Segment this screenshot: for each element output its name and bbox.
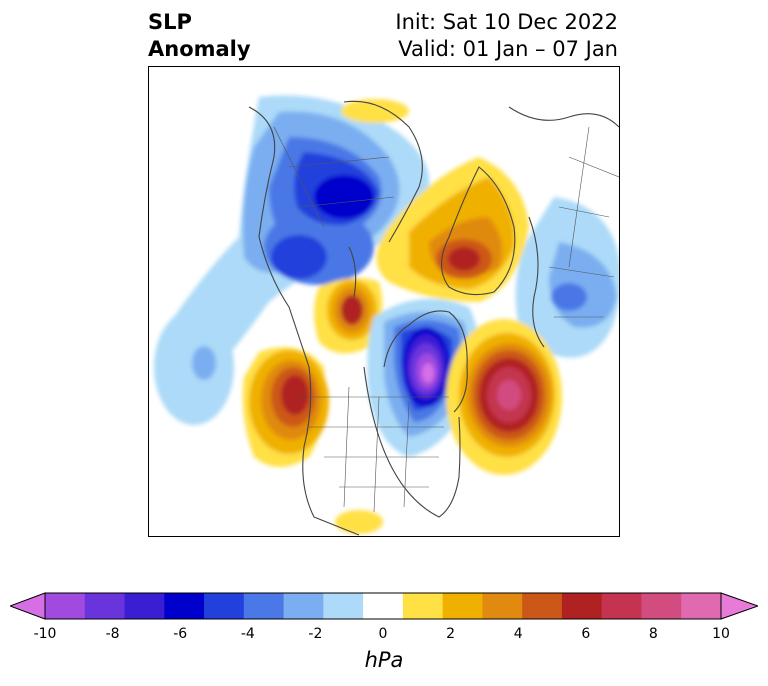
colorbar-tick-label: 6	[581, 626, 591, 642]
colorbar-right-extend	[721, 593, 758, 619]
colorbar-left-arrow	[10, 592, 46, 620]
colorbar	[10, 592, 758, 620]
political-borders	[273, 126, 619, 513]
colorbar-tick-label: 0	[378, 626, 388, 642]
colorbar-segments	[10, 593, 758, 619]
colorbar-segment	[84, 593, 126, 619]
colorbar-segment	[283, 593, 324, 619]
map-subtitle: Init: Sat 10 Dec 2022 Valid: 01 Jan – 07…	[395, 9, 618, 63]
colorbar-segment	[681, 593, 722, 619]
colorbar-tick-label: -8	[105, 626, 120, 642]
colorbar-segment	[561, 593, 603, 619]
colorbar-segment	[243, 593, 285, 619]
slp-anomaly-map	[154, 95, 619, 536]
map-title: SLP Anomaly	[148, 9, 251, 63]
colorbar-segment	[601, 593, 642, 619]
colorbar-unit: hPa	[364, 648, 404, 672]
colorbar-segment	[482, 593, 523, 619]
colorbar-ticks: -10 -8 -6 -4 -2 0 2 4 6 8 10	[0, 626, 768, 646]
colorbar-segment	[522, 593, 563, 619]
colorbar-tick-label: -6	[173, 626, 188, 642]
colorbar-segment	[641, 593, 682, 619]
coastlines	[248, 100, 619, 536]
colorbar-right-arrow	[720, 592, 758, 620]
colorbar-tick-label: 10	[712, 626, 730, 642]
colorbar-segment	[442, 593, 483, 619]
colorbar-segment	[402, 593, 444, 619]
colorbar-segment	[124, 593, 165, 619]
title-line-1: SLP	[148, 10, 192, 34]
valid-range: Valid: 01 Jan – 07 Jan	[398, 37, 618, 61]
colorbar-tick-label: -10	[33, 626, 57, 642]
colorbar-segment	[164, 593, 205, 619]
title-line-2: Anomaly	[148, 37, 251, 61]
colorbar-segment	[204, 593, 245, 619]
colorbar-segment	[363, 593, 404, 619]
colorbar-tick-label: -4	[240, 626, 255, 642]
colorbar-tick-label: -2	[308, 626, 323, 642]
init-date: Init: Sat 10 Dec 2022	[395, 10, 618, 34]
colorbar-tick-label: 4	[513, 626, 523, 642]
colorbar-segment	[45, 593, 86, 619]
map-panel	[148, 66, 620, 537]
colorbar-tick-label: 2	[446, 626, 456, 642]
colorbar-segment	[323, 593, 364, 619]
anomaly-shading	[154, 95, 619, 534]
colorbar-left-extend	[10, 593, 45, 619]
colorbar-tick-label: 8	[648, 626, 658, 642]
